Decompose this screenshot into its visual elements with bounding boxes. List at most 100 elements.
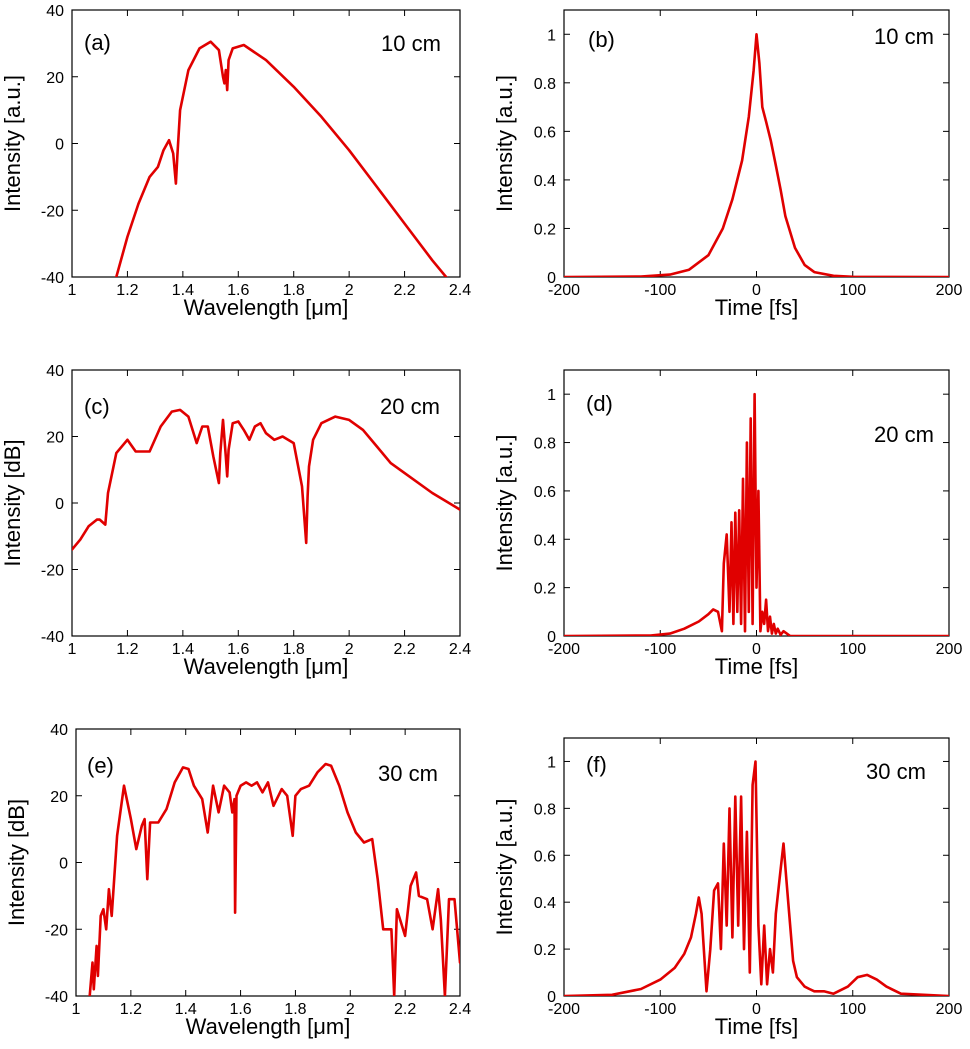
y-axis-label: Intensity [a.u.] xyxy=(492,75,517,212)
x-tick-label: 200 xyxy=(936,282,963,299)
y-tick-label: 1 xyxy=(547,27,556,44)
y-tick-label: 0.4 xyxy=(534,173,556,190)
y-tick-label: 40 xyxy=(46,3,64,20)
y-tick-label: 0 xyxy=(547,629,556,646)
x-tick-label: 2.2 xyxy=(394,1001,416,1018)
x-tick-label: 1.2 xyxy=(116,641,138,658)
y-axis-label: Intensity [a.u.] xyxy=(492,435,517,572)
y-tick-label: -20 xyxy=(41,563,64,580)
series-line xyxy=(564,392,949,636)
y-tick-label: 0.4 xyxy=(534,895,556,912)
y-axis-label: Intensity [a.u.] xyxy=(0,75,25,212)
x-tick-label: 1.8 xyxy=(283,282,305,299)
panel-label: (e) xyxy=(87,753,114,778)
x-tick-label: 1.6 xyxy=(227,282,249,299)
x-tick-label: -100 xyxy=(644,641,676,658)
x-axis-label: Wavelength [μm] xyxy=(186,1014,351,1039)
y-tick-label: 0 xyxy=(59,856,68,873)
panel-e-spectrum-30cm: 1 1.2 1.4 1.6 1.8 2 2.2 2.4 -40 -20 0 20 40 Wavelengt… xyxy=(4,722,471,1039)
y-tick-label: 20 xyxy=(50,789,68,806)
y-tick-label: 0.6 xyxy=(534,484,556,501)
y-tick-label: 0.2 xyxy=(534,221,556,238)
panel-label: (c) xyxy=(84,394,110,419)
x-tick-label: 1.4 xyxy=(172,641,194,658)
y-tick-label: 0.2 xyxy=(534,581,556,598)
y-tick-label: 40 xyxy=(50,722,68,739)
x-tick-label: 0 xyxy=(752,282,761,299)
propagation-distance-label: 30 cm xyxy=(378,761,438,786)
series-line xyxy=(88,762,460,996)
x-tick-label: 1.8 xyxy=(283,641,305,658)
panel-f-pulse-30cm: -200 -100 0 100 200 0 0.2 0.4 0.6 0.8 1 Time [fs] In… xyxy=(492,737,963,1039)
propagation-distance-label: 10 cm xyxy=(874,24,934,49)
x-tick-label: 0 xyxy=(752,641,761,658)
x-tick-label: 100 xyxy=(839,1001,866,1018)
x-tick-label: 1 xyxy=(68,641,77,658)
x-axis-label: Wavelength [μm] xyxy=(184,295,349,320)
x-axis-label: Time [fs] xyxy=(715,654,799,679)
y-tick-label: 1 xyxy=(547,754,556,771)
x-tick-label: 1.2 xyxy=(116,282,138,299)
x-axis-label: Time [fs] xyxy=(715,295,799,320)
panel-label: (a) xyxy=(84,30,111,55)
x-tick-label: 2 xyxy=(345,641,354,658)
series-line xyxy=(72,408,460,551)
y-tick-label: 0.6 xyxy=(534,848,556,865)
y-axis-label: Intensity [a.u.] xyxy=(492,799,517,936)
x-tick-label: 2 xyxy=(345,282,354,299)
x-tick-label: -200 xyxy=(548,1001,580,1018)
series-line xyxy=(564,760,949,996)
x-tick-label: 1.4 xyxy=(172,282,194,299)
x-tick-label: 1.6 xyxy=(229,1001,251,1018)
y-tick-label: 0.8 xyxy=(534,76,556,93)
panel-a-spectrum-10cm: 1 1.2 1.4 1.6 1.8 2 2.2 2.4 -40 -20 0 20 40 Wavelengt… xyxy=(0,3,471,320)
x-axis-label: Wavelength [μm] xyxy=(184,654,349,679)
y-tick-label: 0.2 xyxy=(534,942,556,959)
panel-label: (b) xyxy=(588,27,615,52)
y-tick-label: -40 xyxy=(41,270,64,287)
panel-label: (d) xyxy=(586,391,613,416)
y-tick-label: 0.8 xyxy=(534,436,556,453)
x-tick-label: 200 xyxy=(936,641,963,658)
x-tick-label: 0 xyxy=(752,1001,761,1018)
y-tick-label: -40 xyxy=(45,989,68,1006)
x-tick-label: 2.2 xyxy=(393,282,415,299)
propagation-distance-label: 20 cm xyxy=(380,394,440,419)
x-tick-label: -100 xyxy=(644,282,676,299)
y-axis-label: Intensity [dB] xyxy=(4,799,29,926)
y-tick-label: -20 xyxy=(41,203,64,220)
panel-label: (f) xyxy=(586,752,607,777)
x-tick-label: 200 xyxy=(936,1001,963,1018)
x-tick-label: -200 xyxy=(548,282,580,299)
x-tick-label: 2.4 xyxy=(449,1001,471,1018)
series-line xyxy=(115,40,448,277)
panel-b-pulse-10cm: -200 -100 0 100 200 0 0.2 0.4 0.6 0.8 1 Time [fs] In… xyxy=(492,9,963,320)
y-tick-label: 0.8 xyxy=(534,801,556,818)
x-tick-label: 2.4 xyxy=(449,641,471,658)
y-tick-label: 0.4 xyxy=(534,532,556,549)
panel-c-spectrum-20cm: 1 1.2 1.4 1.6 1.8 2 2.2 2.4 -40 -20 0 20 40 Wavelengt… xyxy=(0,363,471,679)
x-tick-label: -100 xyxy=(644,1001,676,1018)
x-tick-label: -200 xyxy=(548,641,580,658)
y-tick-label: 0 xyxy=(55,137,64,154)
x-axis-label: Time [fs] xyxy=(715,1014,799,1039)
x-tick-label: 1.4 xyxy=(175,1001,197,1018)
y-tick-label: 20 xyxy=(46,70,64,87)
propagation-distance-label: 10 cm xyxy=(381,31,441,56)
x-tick-label: 1.8 xyxy=(284,1001,306,1018)
y-tick-label: 1 xyxy=(547,387,556,404)
y-tick-label: -40 xyxy=(41,629,64,646)
y-tick-label: 0 xyxy=(547,989,556,1006)
x-tick-label: 1 xyxy=(72,1001,81,1018)
propagation-distance-label: 30 cm xyxy=(866,759,926,784)
y-tick-label: -20 xyxy=(45,922,68,939)
y-axis-label: Intensity [dB] xyxy=(0,439,25,566)
x-tick-label: 100 xyxy=(839,641,866,658)
y-tick-label: 0 xyxy=(547,270,556,287)
x-tick-label: 100 xyxy=(839,282,866,299)
y-tick-label: 0 xyxy=(55,496,64,513)
panel-d-pulse-20cm: -200 -100 0 100 200 0 0.2 0.4 0.6 0.8 1 Time [fs] In… xyxy=(492,369,963,679)
y-tick-label: 40 xyxy=(46,363,64,380)
x-tick-label: 1.6 xyxy=(227,641,249,658)
